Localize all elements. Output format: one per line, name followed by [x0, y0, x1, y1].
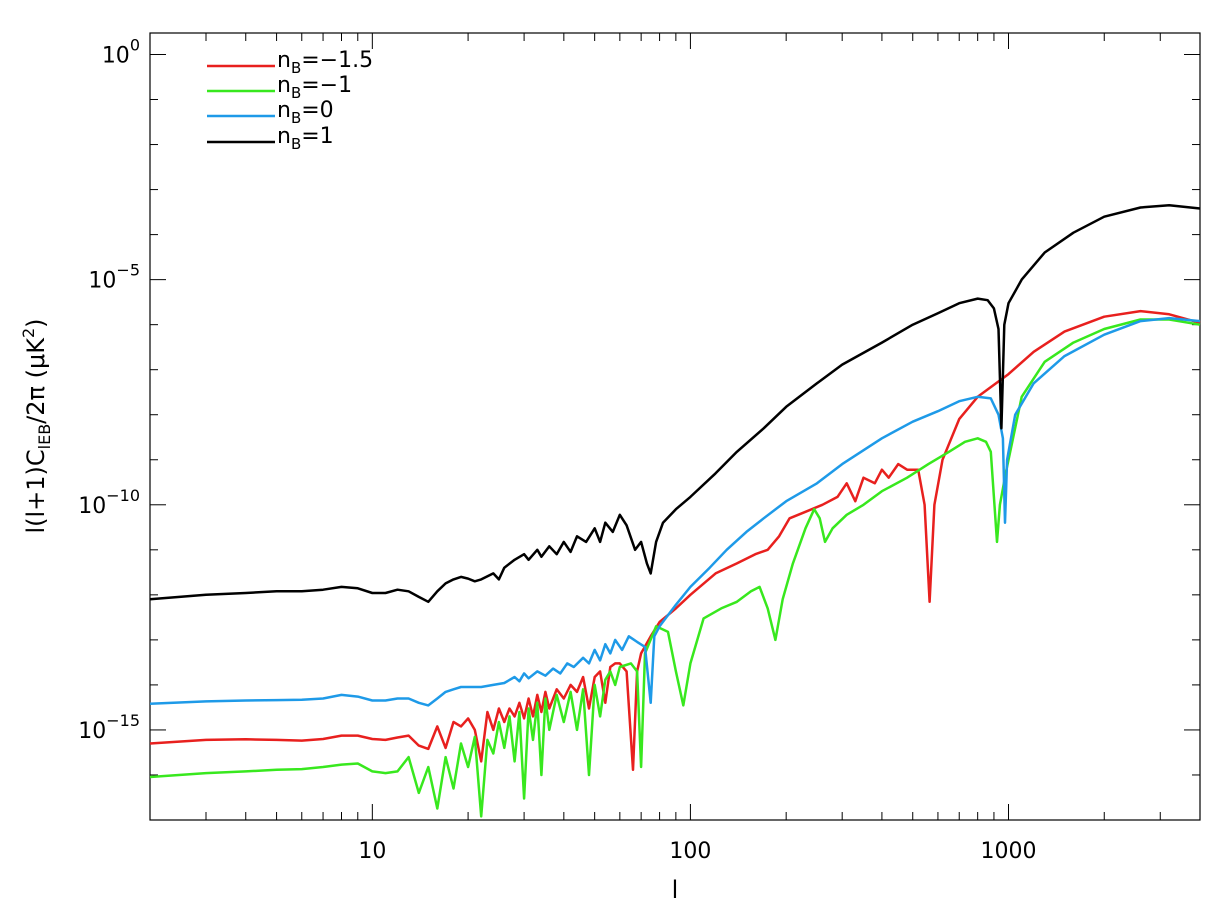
y-tick-base: 10 — [78, 719, 106, 744]
legend-label-2: nB=0 — [277, 98, 334, 127]
y-tick-base: 10 — [78, 494, 106, 519]
legend: nB=−1.5nB=−1nB=0nB=1 — [207, 48, 373, 153]
plot-area — [149, 32, 1201, 821]
x-axis-label: l — [672, 876, 679, 904]
x-axis: 10 100 1000 — [358, 839, 1036, 864]
legend-label-sub: B — [291, 109, 301, 127]
legend-label-base: n — [277, 124, 291, 149]
x-tick-label: 10 — [358, 839, 386, 864]
y-tick-exp: −15 — [106, 711, 140, 730]
y-axis-label-close: ) — [22, 318, 50, 327]
legend-label-1: nB=−1 — [277, 73, 352, 102]
legend-label-base: n — [277, 48, 291, 73]
legend-label-3: nB=1 — [277, 124, 334, 153]
legend-label-base: n — [277, 73, 291, 98]
legend-label-0: nB=−1.5 — [277, 48, 373, 77]
y-tick-label: 100 — [102, 35, 140, 68]
minor-ticks — [149, 33, 1201, 821]
legend-label-tail: =−1.5 — [301, 48, 373, 73]
legend-label-tail: =0 — [301, 98, 333, 123]
x-tick-label: 1000 — [980, 839, 1036, 864]
legend-label-sub: B — [291, 135, 301, 153]
y-tick-label: 10−15 — [78, 711, 140, 744]
y-axis-label-tail: /2π (μK — [22, 337, 50, 424]
x-tick-label: 100 — [669, 839, 711, 864]
legend-label-sub: B — [291, 84, 301, 102]
y-axis-label-sub: lEB — [35, 424, 54, 450]
y-tick-base: 10 — [88, 269, 116, 294]
y-tick-base: 10 — [102, 43, 130, 68]
legend-label-tail: =−1 — [301, 73, 352, 98]
series-line-0 — [149, 309, 1201, 772]
y-tick-label: 10−5 — [88, 261, 140, 294]
legend-label-sub: B — [291, 59, 301, 77]
series-lines — [149, 203, 1201, 818]
y-tick-exp: −5 — [116, 261, 140, 280]
legend-label-base: n — [277, 98, 291, 123]
plot-frame — [149, 32, 1201, 821]
y-axis-label-main: l(l+1)C — [22, 449, 50, 533]
series-line-2 — [149, 316, 1201, 707]
y-tick-exp: 0 — [130, 35, 140, 54]
series-line-3 — [149, 203, 1201, 604]
y-axis-label-sup: 2 — [19, 328, 38, 338]
legend-label-tail: =1 — [301, 124, 333, 149]
y-tick-exp: −10 — [106, 486, 140, 505]
y-tick-label: 10−10 — [78, 486, 140, 519]
y-axis-label: l(l+1)ClEB/2π (μK2) — [19, 318, 54, 533]
series-line-1 — [149, 318, 1201, 818]
